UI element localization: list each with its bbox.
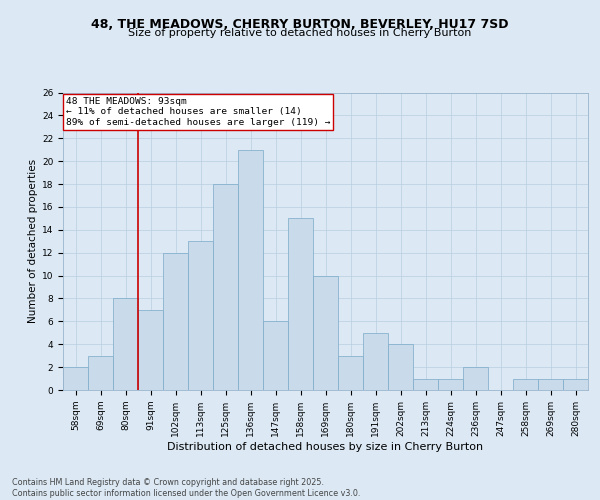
Bar (138, 310, 163, 390)
Text: 48 THE MEADOWS: 93sqm
← 11% of detached houses are smaller (14)
89% of semi-deta: 48 THE MEADOWS: 93sqm ← 11% of detached … (65, 97, 330, 127)
Bar (63, 367, 88, 390)
Bar (88, 356, 113, 390)
Bar (463, 367, 488, 390)
Text: Contains HM Land Registry data © Crown copyright and database right 2025.
Contai: Contains HM Land Registry data © Crown c… (12, 478, 361, 498)
Text: 48, THE MEADOWS, CHERRY BURTON, BEVERLEY, HU17 7SD: 48, THE MEADOWS, CHERRY BURTON, BEVERLEY… (91, 18, 509, 30)
X-axis label: Distribution of detached houses by size in Cherry Burton: Distribution of detached houses by size … (167, 442, 484, 452)
Bar (188, 242, 213, 390)
Bar (363, 333, 388, 390)
Bar (538, 378, 563, 390)
Bar (438, 378, 463, 390)
Bar (413, 378, 438, 390)
Bar (263, 322, 288, 390)
Bar (238, 150, 263, 390)
Bar (563, 378, 588, 390)
Text: Size of property relative to detached houses in Cherry Burton: Size of property relative to detached ho… (128, 28, 472, 38)
Bar (338, 356, 363, 390)
Bar (163, 252, 188, 390)
Bar (113, 298, 138, 390)
Bar (313, 276, 338, 390)
Bar (213, 184, 238, 390)
Bar (288, 218, 313, 390)
Bar (513, 378, 538, 390)
Bar (388, 344, 413, 390)
Y-axis label: Number of detached properties: Number of detached properties (28, 159, 38, 324)
